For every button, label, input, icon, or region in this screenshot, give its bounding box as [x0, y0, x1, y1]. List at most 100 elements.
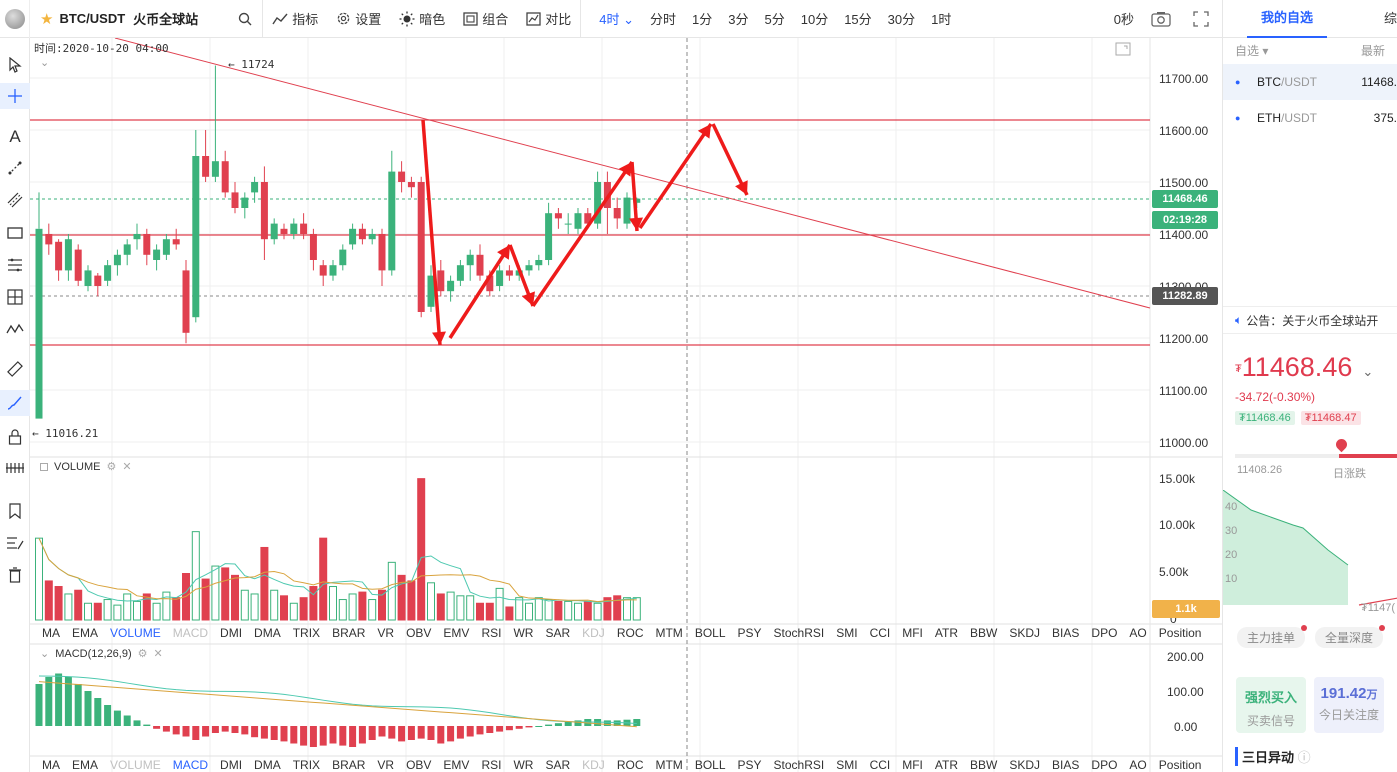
interval-1h[interactable]: 1时: [931, 12, 952, 27]
tab-overview[interactable]: 综: [1383, 10, 1397, 26]
rectangle-tool[interactable]: [0, 220, 30, 246]
maximize-pane-icon[interactable]: [1115, 42, 1131, 59]
bookmark-tool[interactable]: [0, 498, 30, 524]
wave-tool[interactable]: [0, 316, 30, 342]
theme-toggle[interactable]: 暗色: [390, 0, 454, 38]
interval-4h[interactable]: 4时 ⌄: [599, 12, 635, 27]
indicator-tab-brar[interactable]: BRAR: [332, 758, 366, 772]
interval-10m[interactable]: 10分: [800, 12, 829, 27]
indicator-tab-dmi[interactable]: DMI: [220, 626, 243, 640]
indicator-tab-ao[interactable]: AO: [1129, 758, 1147, 772]
indicator-tab-roc[interactable]: ROC: [616, 758, 644, 772]
indicator-tab-atr[interactable]: ATR: [934, 626, 959, 640]
indicator-tab-volume[interactable]: VOLUME: [110, 626, 161, 640]
indicator-tab-psy[interactable]: PSY: [737, 758, 762, 772]
indicator-tab-bias[interactable]: BIAS: [1052, 758, 1080, 772]
indicator-tab-position[interactable]: Position: [1158, 626, 1202, 640]
watchlist-item-eth[interactable]: ● ETH/USDT 375.: [1223, 100, 1397, 136]
indicator-tab-bbw[interactable]: BBW: [970, 758, 998, 772]
delete-tool[interactable]: [0, 562, 30, 588]
interval-1m[interactable]: 1分: [692, 12, 713, 27]
indicator-tab-cci[interactable]: CCI: [869, 626, 891, 640]
indicator-tab-ema[interactable]: EMA: [72, 626, 99, 640]
indicator-tab-wr[interactable]: WR: [513, 758, 534, 772]
indicator-tab-brar[interactable]: BRAR: [332, 626, 366, 640]
watchlist-price-header[interactable]: 最新: [1360, 44, 1385, 58]
full-depth-chip[interactable]: 全量深度: [1315, 625, 1386, 648]
chevron-down-icon[interactable]: ⌄: [40, 648, 50, 660]
watchlist-group-select[interactable]: 自选 ▾: [1235, 44, 1269, 58]
price-chart-svg[interactable]: [30, 38, 1222, 772]
indicator-tab-wr[interactable]: WR: [513, 626, 534, 640]
cursor-tool[interactable]: [0, 52, 30, 78]
chart-area[interactable]: 时间:2020-10-20 04:00 ⌄ ← 11724 ← 11016.21…: [30, 38, 1222, 772]
indicator-tab-dpo[interactable]: DPO: [1091, 626, 1118, 640]
indicator-tab-rsi[interactable]: RSI: [481, 626, 502, 640]
indicator-tab-mfi[interactable]: MFI: [902, 626, 923, 640]
favorite-star-icon[interactable]: ★: [40, 10, 54, 28]
indicator-tab-mtm[interactable]: MTM: [655, 626, 683, 640]
chevron-down-icon[interactable]: ⌄: [1362, 364, 1374, 379]
indicator-tab-mtm[interactable]: MTM: [655, 758, 683, 772]
indicators-button[interactable]: 指标: [263, 0, 327, 38]
magnet-tool[interactable]: [0, 455, 30, 481]
indicator-tab-smi[interactable]: SMI: [836, 758, 858, 772]
indicator-tab-vr[interactable]: VR: [377, 626, 395, 640]
indicator-tab-ema[interactable]: EMA: [72, 758, 99, 772]
list-tool[interactable]: [0, 530, 30, 556]
indicator-tab-skdj[interactable]: SKDJ: [1009, 626, 1041, 640]
close-icon[interactable]: ✕: [122, 461, 132, 473]
main-orders-chip[interactable]: 主力挂单: [1237, 625, 1308, 648]
fullscreen-button[interactable]: [1184, 0, 1222, 38]
gear-icon[interactable]: ⚙: [137, 648, 148, 660]
indicator-tab-skdj[interactable]: SKDJ: [1009, 758, 1041, 772]
indicator-tab-smi[interactable]: SMI: [836, 626, 858, 640]
settings-button[interactable]: 设置: [327, 0, 390, 38]
indicator-tab-trix[interactable]: TRIX: [292, 626, 321, 640]
indicator-tab-sar[interactable]: SAR: [545, 626, 571, 640]
indicator-tab-volume[interactable]: VOLUME: [110, 758, 161, 772]
tab-watchlist[interactable]: 我的自选: [1247, 0, 1328, 38]
indicator-tab-dma[interactable]: DMA: [254, 758, 281, 772]
indicator-tab-sar[interactable]: SAR: [545, 758, 571, 772]
indicator-tab-stochrsi[interactable]: StochRSI: [773, 626, 825, 640]
indicator-tab-ma[interactable]: MA: [42, 626, 60, 640]
crosshair-tool[interactable]: [0, 83, 30, 109]
indicator-tab-dma[interactable]: DMA: [254, 626, 281, 640]
indicator-tab-boll[interactable]: BOLL: [694, 758, 726, 772]
indicator-tab-mfi[interactable]: MFI: [902, 758, 923, 772]
indicator-tab-atr[interactable]: ATR: [934, 758, 959, 772]
compare-button[interactable]: 对比: [517, 0, 580, 38]
indicator-tab-rsi[interactable]: RSI: [481, 758, 502, 772]
lock-tool[interactable]: [0, 424, 30, 450]
interval-tick[interactable]: 分时: [650, 12, 677, 27]
indicator-tab-obv[interactable]: OBV: [406, 626, 432, 640]
indicator-tab-kdj[interactable]: KDJ: [582, 758, 605, 772]
symbol-selector[interactable]: ★ BTC/USDT 火币全球站: [30, 0, 262, 38]
indicator-tab-emv[interactable]: EMV: [443, 758, 470, 772]
attention-card[interactable]: 191.42万 今日关注度: [1314, 677, 1384, 733]
brush-tool[interactable]: [0, 390, 30, 416]
layout-button[interactable]: 组合: [454, 0, 517, 38]
signal-card[interactable]: 强烈买入 买卖信号: [1236, 677, 1306, 733]
indicator-tab-ao[interactable]: AO: [1129, 626, 1147, 640]
fib-tool[interactable]: [0, 252, 30, 278]
indicator-tab-psy[interactable]: PSY: [737, 626, 762, 640]
gear-icon[interactable]: ⚙: [106, 461, 117, 473]
close-icon[interactable]: ✕: [153, 648, 163, 660]
indicator-tab-stochrsi[interactable]: StochRSI: [773, 758, 825, 772]
interval-5m[interactable]: 5分: [764, 12, 785, 27]
measure-tool[interactable]: [0, 284, 30, 310]
collapse-chevron-icon[interactable]: ⌄: [40, 57, 50, 69]
app-logo[interactable]: [0, 0, 30, 38]
indicator-tab-position[interactable]: Position: [1158, 758, 1202, 772]
ruler-tool[interactable]: [0, 356, 30, 382]
indicator-tab-bias[interactable]: BIAS: [1052, 626, 1080, 640]
search-icon[interactable]: [238, 12, 252, 26]
indicator-tab-macd[interactable]: MACD: [172, 626, 209, 640]
text-tool[interactable]: A: [0, 124, 30, 150]
indicator-tab-dpo[interactable]: DPO: [1091, 758, 1118, 772]
pane-collapse-icon[interactable]: [40, 462, 48, 471]
indicator-tab-emv[interactable]: EMV: [443, 626, 470, 640]
watchlist-item-btc[interactable]: ● BTC/USDT 11468.: [1223, 64, 1397, 100]
